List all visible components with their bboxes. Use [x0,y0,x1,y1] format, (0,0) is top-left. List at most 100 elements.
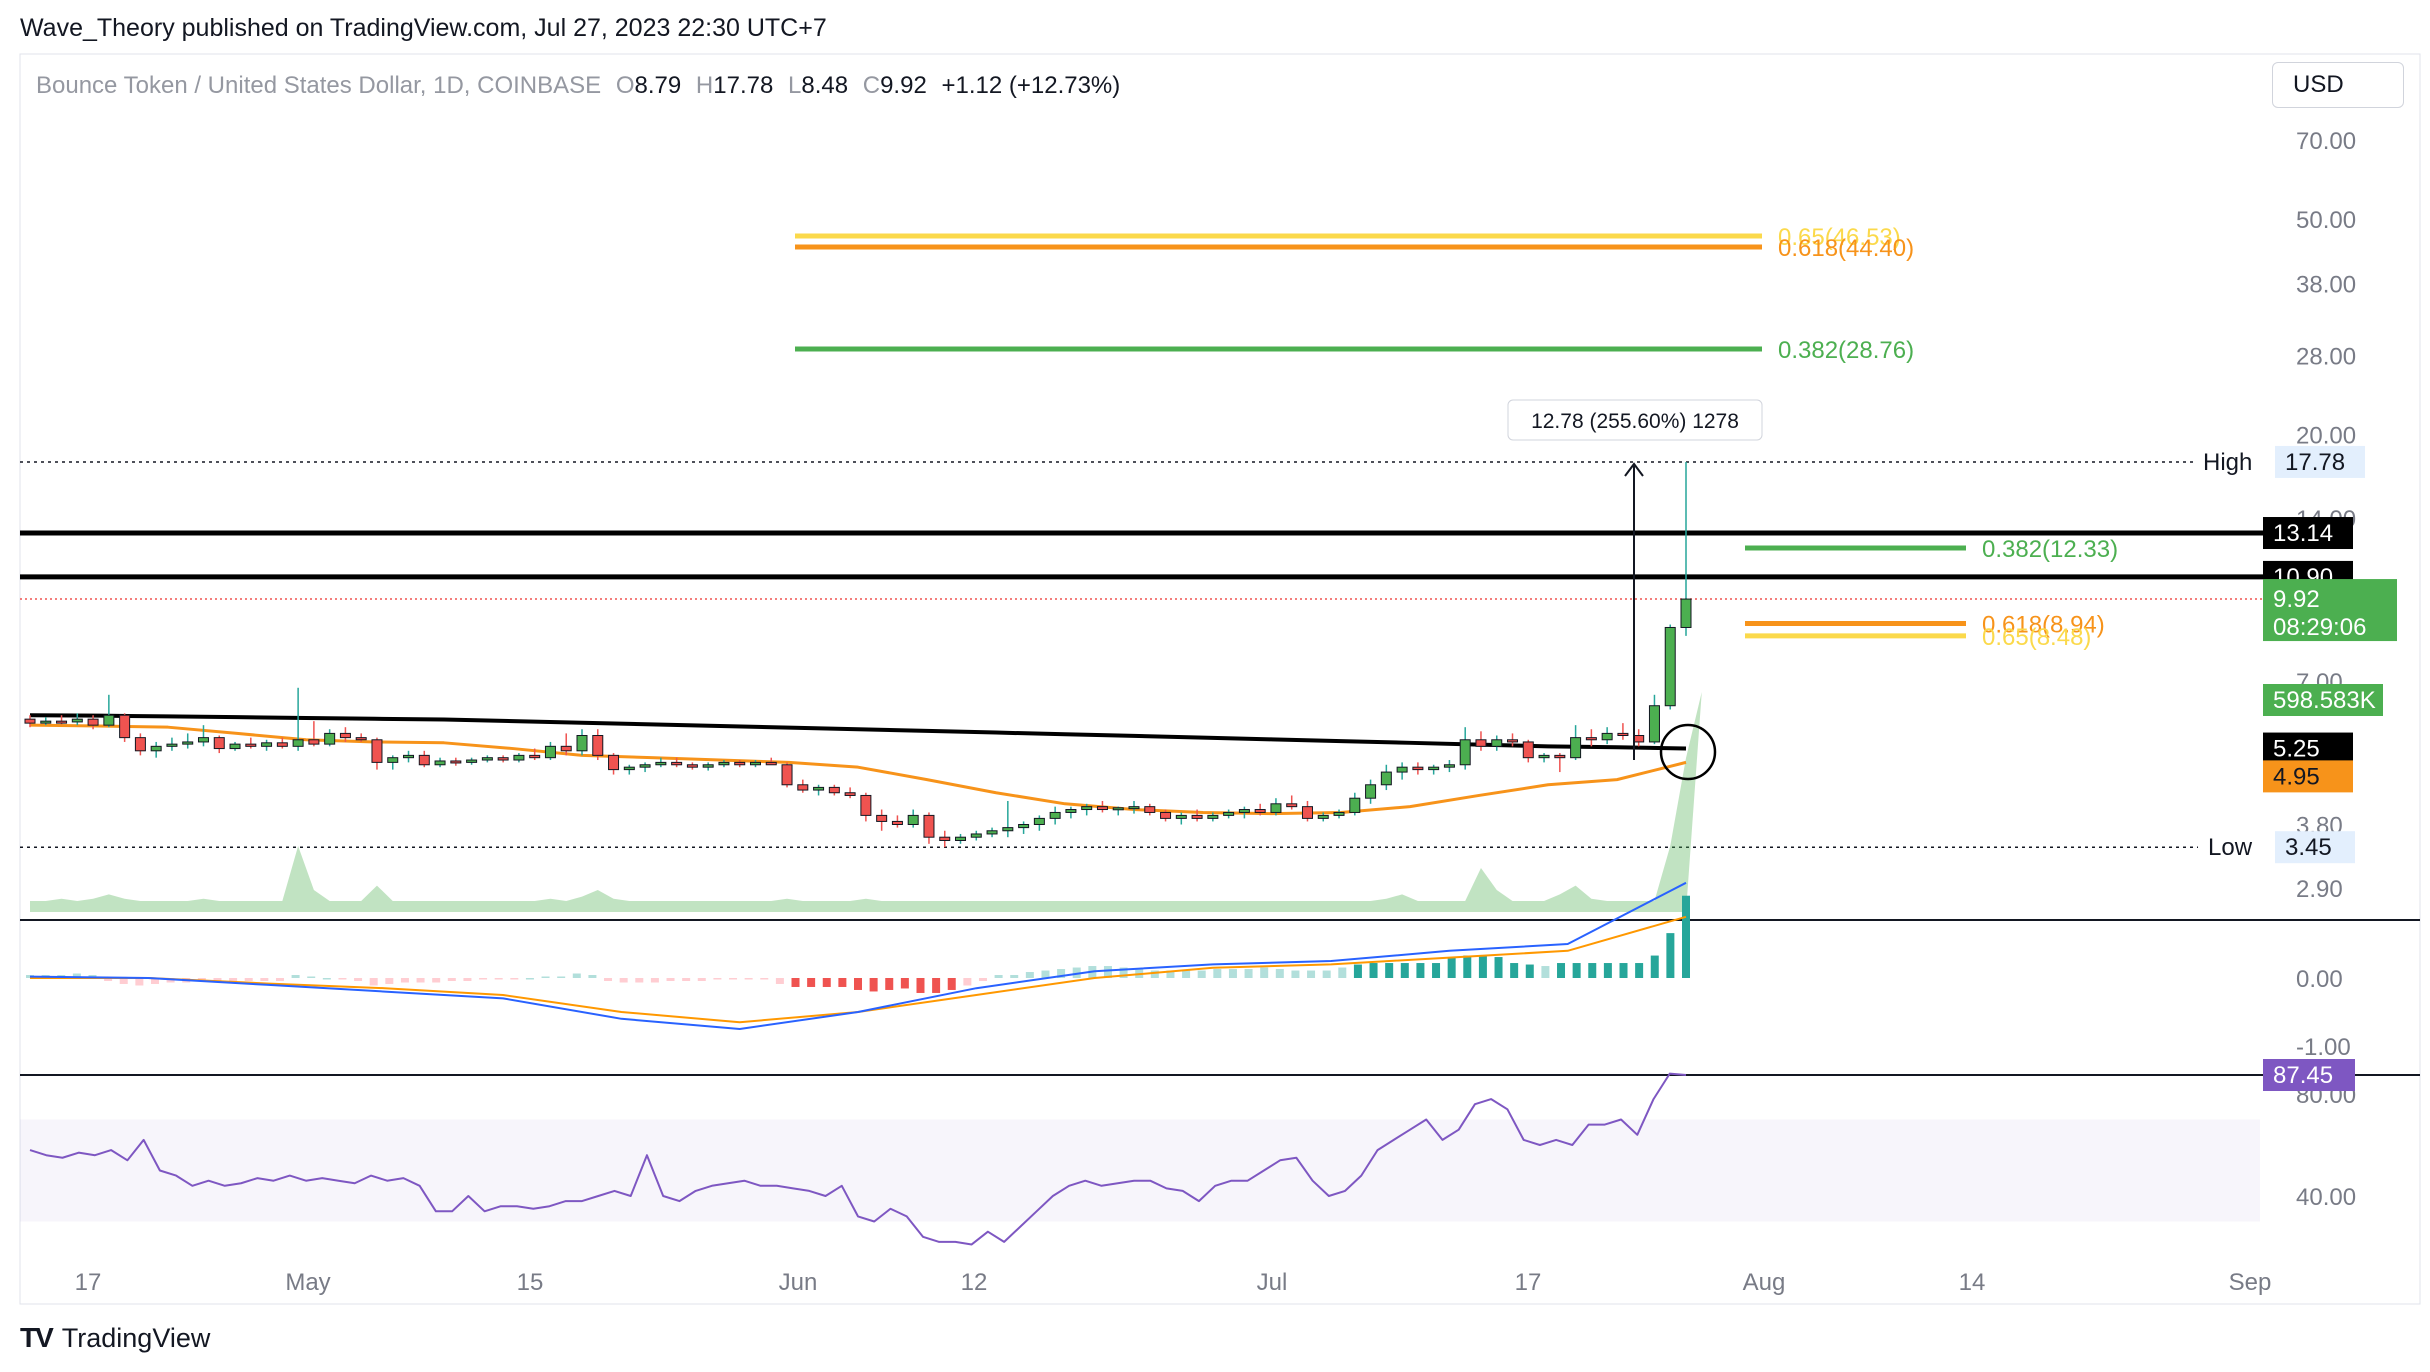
macd-histogram-bar [682,978,691,981]
time-axis-tick: May [285,1269,330,1296]
candle-body [1507,739,1519,743]
macd-histogram-bar [635,978,644,983]
candle-body [1018,823,1030,829]
candle-body [339,732,351,739]
candle-body [134,737,146,752]
ma-orange-tag-bg [2263,760,2353,793]
candle-body [907,814,919,825]
candle-body [119,714,131,739]
macd-histogram-bar [666,978,675,981]
candle-body [955,836,967,841]
candle-body [671,761,683,766]
candle-body [781,764,793,786]
time-axis-tick: Sep [2229,1269,2272,1296]
currency-button[interactable]: USD [2272,62,2404,108]
price-axis-tick: 20.00 [2296,422,2356,449]
price-axis-tick: 2.90 [2296,876,2343,903]
macd-histogram-bar [1010,975,1019,978]
candle-body [608,754,620,771]
ma-black-line [29,713,1687,751]
macd-histogram-bar [479,978,488,980]
macd-histogram-bar [885,978,894,990]
macd-histogram-bar [588,975,597,978]
candle-body [592,735,604,756]
candle-body [403,754,415,759]
candle-body [292,739,304,747]
macd-histogram-bar [1103,966,1112,978]
macd-histogram-bar [1213,969,1222,978]
macd-histogram-bar [432,978,441,983]
macd-histogram-bar [916,978,925,993]
macd-histogram-bar [619,978,628,983]
macd-histogram-bar [1541,966,1550,978]
macd-histogram-bar [447,978,456,981]
time-axis-tick: Aug [1743,1269,1786,1296]
candle-body [450,760,462,764]
ma-black-tag-bg [2263,732,2353,765]
macd-histogram-bar [150,978,159,984]
candle-body [387,757,399,763]
candle-body [1680,598,1692,628]
close-value: 9.92 [880,72,927,99]
fib-label: 0.618(44.40) [1778,235,1914,262]
rsi-axis-tick: 40.00 [2296,1184,2356,1211]
macd-histogram-bar [963,978,972,986]
time-axis-tick: 15 [517,1269,544,1296]
candle-body [1554,754,1566,759]
macd-histogram-bar [244,978,253,981]
candle-body [513,754,525,761]
candle-body [1365,784,1377,799]
candle-body [749,761,761,766]
candle-body [970,833,982,838]
macd-histogram-bar [260,978,269,981]
high-tag-label-bg [2193,445,2275,478]
close-label: C [862,72,881,99]
low-tag-value: 3.45 [2285,834,2332,861]
time-axis-tick: 12 [961,1269,988,1296]
macd-histogram-bar [557,976,566,979]
candle-body [56,720,68,724]
macd-histogram-bar [275,978,284,981]
time-axis-tick: 14 [1959,1269,1986,1296]
macd-histogram-bar [1119,967,1128,978]
macd-histogram-bar [463,978,472,981]
candle-body [1601,732,1613,741]
change-value: +1.12 (+12.73%) [941,72,1121,99]
macd-histogram-bar [838,978,847,987]
macd-histogram-bar [1682,895,1690,978]
candle-body [1033,817,1045,825]
candle-body [197,737,209,743]
low-tag-label-bg [2198,831,2274,864]
measure-box [1507,399,1763,441]
macd-histogram-bar [1041,970,1050,978]
candle-body [1112,807,1124,811]
candle-body [481,757,493,761]
price-axis-tick: 50.00 [2296,207,2356,234]
candle-body [1317,814,1329,819]
candle-body [1286,803,1298,808]
candle-body [245,743,257,747]
candle-body [529,754,541,759]
macd-histogram-bar [400,978,409,983]
macd-histogram-bar [807,978,816,987]
candle-body [876,814,888,822]
time-axis-tick: 17 [1515,1269,1542,1296]
macd-histogram-bar [1322,970,1331,978]
low-tag-value-bg [2275,831,2355,864]
macd-histogram-bar [854,978,862,990]
macd-histogram-bar [1557,963,1566,978]
candle-body [860,794,872,816]
macd-axis-tick: 0.00 [2296,966,2343,993]
macd-histogram-bar [1150,970,1159,978]
macd-histogram-bar [697,978,706,981]
fib-label: 0.65(8.48) [1982,624,2091,651]
macd-histogram-bar [1416,963,1425,978]
tradingview-footer[interactable]: TV TradingView [20,1322,210,1354]
macd-histogram-bar [1588,963,1597,978]
candle-body [308,739,320,745]
macd-histogram-bar [1478,955,1487,978]
candle-body [655,761,667,766]
countdown-tag: 08:29:06 [2273,614,2366,641]
candle-body [1191,814,1203,819]
